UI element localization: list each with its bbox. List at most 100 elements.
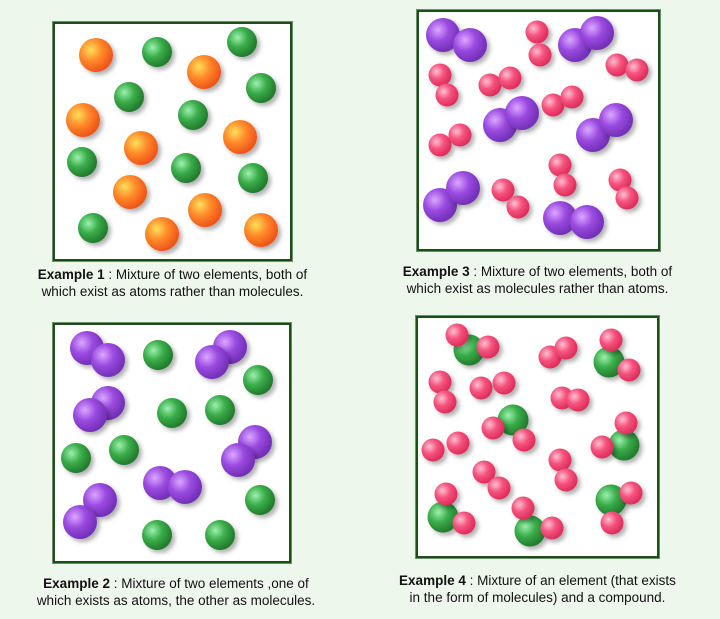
- compound-pink-atom: [434, 482, 458, 506]
- orange-atom: [113, 175, 147, 209]
- compound-pink-atom: [599, 328, 623, 352]
- purple-molecule-atom: [195, 345, 229, 379]
- green-atom: [142, 37, 172, 67]
- green-atom: [205, 395, 235, 425]
- orange-atom: [145, 217, 179, 251]
- pink-molecule-atom: [605, 53, 629, 77]
- example-2-text-line2: which exists as atoms, the other as mole…: [36, 593, 316, 608]
- green-atom: [246, 73, 276, 103]
- compound-pink-atom: [614, 411, 638, 435]
- orange-atom: [66, 103, 100, 137]
- pink-molecule-atom: [446, 431, 470, 455]
- compound-pink-atom: [590, 435, 614, 459]
- pink-molecule-atom: [469, 376, 493, 400]
- purple-molecule-atom: [168, 470, 202, 504]
- orange-atom: [79, 38, 113, 72]
- pink-molecule-atom: [487, 476, 511, 500]
- pink-molecule-atom: [428, 133, 452, 157]
- example-1-caption: Example 1 : Mixture of two elements, bot…: [0, 266, 345, 300]
- pink-molecule-atom: [525, 20, 549, 44]
- compound-green-atom: [593, 346, 625, 378]
- pink-molecule-atom: [548, 153, 572, 177]
- green-atom: [114, 82, 144, 112]
- green-atom: [227, 27, 257, 57]
- compound-pink-atom: [445, 323, 469, 347]
- compound-pink-atom: [512, 428, 536, 452]
- example-4-text-line2: in the form of molecules) and a compound…: [409, 590, 666, 605]
- green-atom: [171, 153, 201, 183]
- green-atom: [109, 435, 139, 465]
- compound-pink-atom: [476, 335, 500, 359]
- pink-molecule-atom: [428, 370, 452, 394]
- compound-pink-atom: [511, 496, 535, 520]
- pink-molecule-atom: [421, 438, 445, 462]
- pink-molecule-atom: [528, 43, 552, 67]
- purple-molecule-atom: [63, 505, 97, 539]
- purple-molecule-atom: [73, 398, 107, 432]
- example-1-text-line1: : Mixture of two elements, both of: [104, 267, 308, 282]
- green-atom: [157, 398, 187, 428]
- pink-molecule-atom: [625, 58, 649, 82]
- green-atom: [178, 100, 208, 130]
- compound-green-atom: [427, 501, 459, 533]
- compound-green-atom: [608, 429, 640, 461]
- example-2-label: Example 2: [43, 576, 110, 591]
- pink-molecule-atom: [478, 73, 502, 97]
- purple-molecule-atom: [599, 103, 633, 137]
- purple-molecule-atom: [83, 483, 117, 517]
- example-3-text-line2: which exist as molecules rather than ato…: [406, 281, 669, 296]
- green-atom: [67, 147, 97, 177]
- example-1-text-line2: which exist as atoms rather than molecul…: [41, 284, 304, 299]
- pink-molecule-atom: [492, 371, 516, 395]
- pink-molecule-atom: [433, 390, 457, 414]
- pink-molecule-atom: [491, 178, 515, 202]
- orange-atom: [223, 120, 257, 154]
- pink-molecule-atom: [435, 83, 459, 107]
- compound-green-atom: [514, 515, 546, 547]
- example-3-caption: Example 3 : Mixture of two elements, bot…: [360, 263, 715, 297]
- pink-molecule-atom: [506, 195, 530, 219]
- pink-molecule-atom: [428, 63, 452, 87]
- pink-molecule-atom: [615, 186, 639, 210]
- pink-molecule-atom: [608, 168, 632, 192]
- compound-green-atom: [595, 484, 627, 516]
- example-3-label: Example 3: [402, 264, 470, 279]
- pink-molecule-atom: [541, 93, 565, 117]
- compound-pink-atom: [452, 511, 476, 535]
- compound-pink-atom: [600, 511, 624, 535]
- example-2-caption: Example 2 : Mixture of two elements ,one…: [0, 575, 352, 609]
- pink-molecule-atom: [554, 468, 578, 492]
- green-atom: [61, 443, 91, 473]
- purple-molecule-atom: [580, 16, 614, 50]
- green-atom: [205, 520, 235, 550]
- example-1-label: Example 1: [37, 267, 105, 282]
- orange-atom: [124, 131, 158, 165]
- example-4-label: Example 4: [399, 573, 466, 588]
- green-atom: [142, 520, 172, 550]
- purple-molecule-atom: [91, 343, 125, 377]
- orange-atom: [244, 213, 278, 247]
- compound-pink-atom: [481, 416, 505, 440]
- purple-molecule-atom: [570, 205, 604, 239]
- pink-molecule-atom: [560, 85, 584, 109]
- purple-molecule-atom: [505, 96, 539, 130]
- green-atom: [238, 163, 268, 193]
- pink-molecule-atom: [566, 388, 590, 412]
- purple-molecule-atom: [543, 201, 577, 235]
- example-2-text-line1: : Mixture of two elements ,one of: [109, 576, 309, 591]
- example-4-text-line1: : Mixture of an element (that exists: [465, 573, 676, 588]
- orange-atom: [188, 193, 222, 227]
- pink-molecule-atom: [548, 448, 572, 472]
- orange-atom: [187, 55, 221, 89]
- pink-molecule-atom: [553, 173, 577, 197]
- pink-molecule-atom: [498, 66, 522, 90]
- pink-molecule-atom: [472, 460, 496, 484]
- purple-molecule-atom: [426, 18, 460, 52]
- pink-molecule-atom: [448, 123, 472, 147]
- purple-molecule-atom: [221, 443, 255, 477]
- compound-pink-atom: [540, 516, 564, 540]
- compound-pink-atom: [617, 358, 641, 382]
- example-3-text-line1: : Mixture of two elements, both of: [469, 264, 673, 279]
- green-atom: [143, 340, 173, 370]
